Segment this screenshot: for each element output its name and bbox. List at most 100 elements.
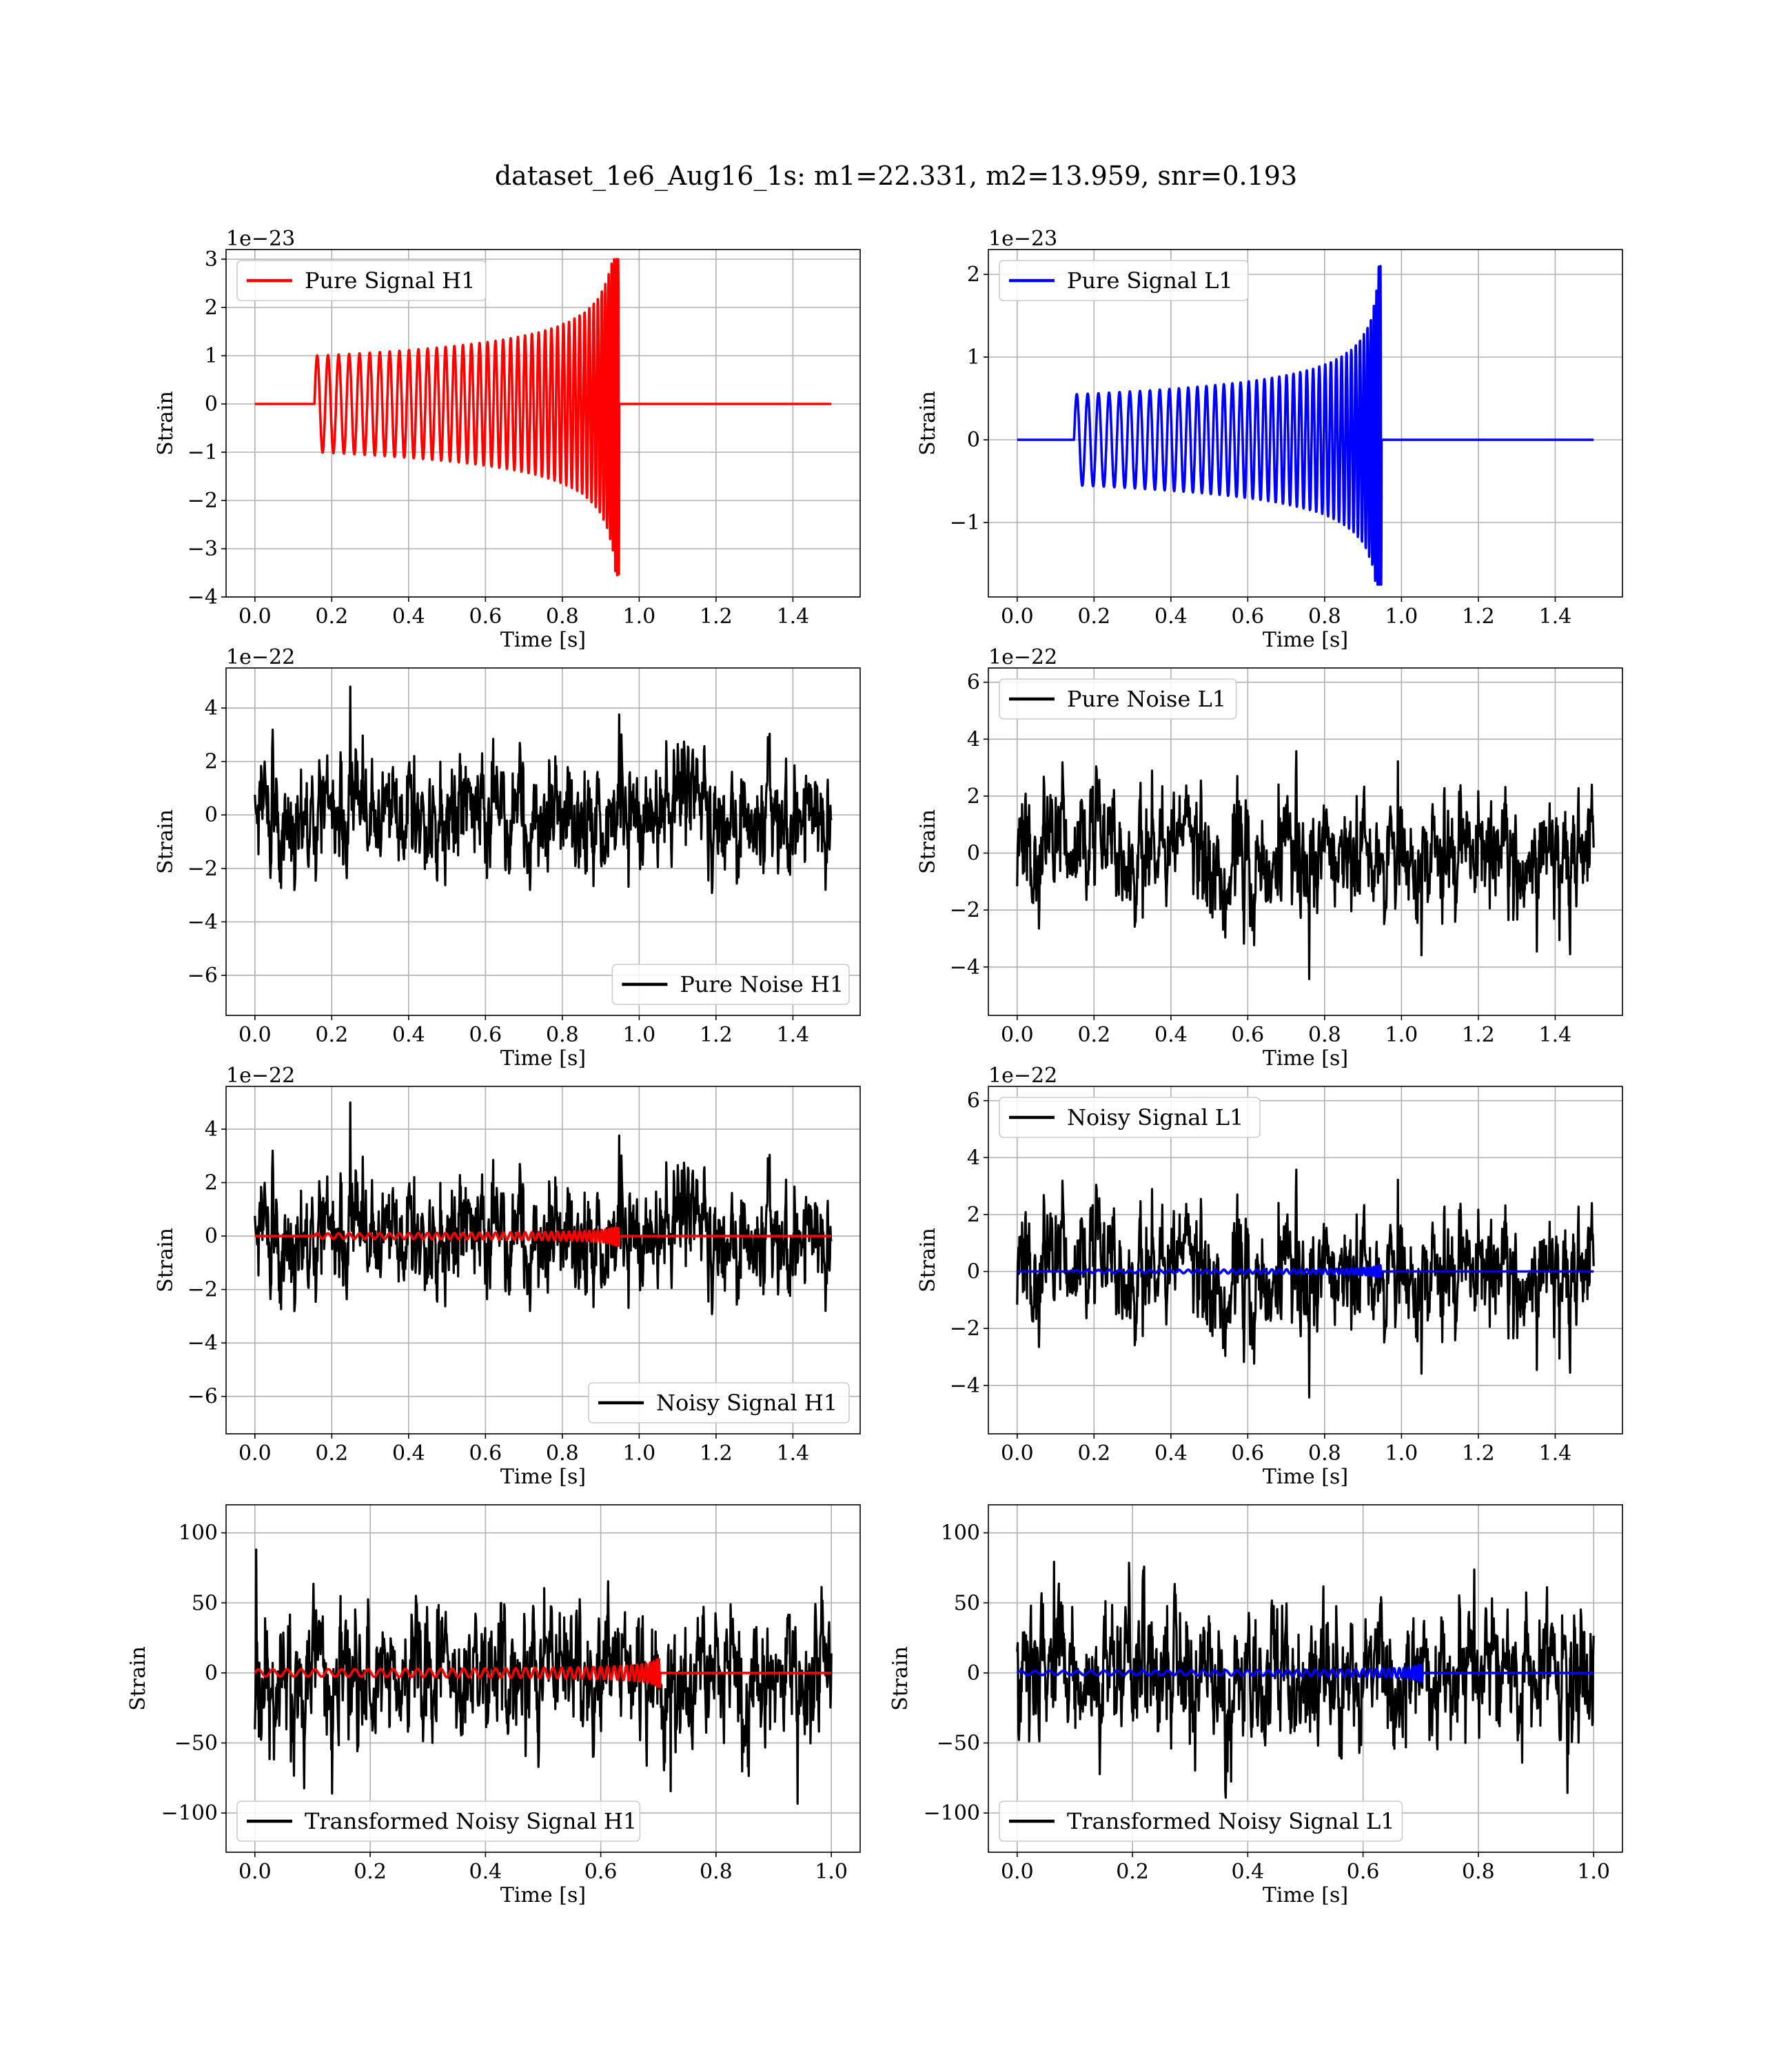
- y-tick-label: 4: [205, 696, 218, 720]
- x-tick-label: 0.6: [469, 1441, 502, 1466]
- y-axis-label: Strain: [154, 809, 178, 874]
- series-line-0: [254, 685, 833, 894]
- legend: Noisy Signal L1: [999, 1097, 1261, 1138]
- y-tick-label: 4: [967, 1146, 980, 1170]
- y-tick-label: 0: [967, 428, 980, 452]
- plot-area: [254, 1101, 833, 1315]
- subplot-noisy-signal-h1: 0.0 0.2 0.4 0.6 0.8 1.0 1.2 1.4 −6 −4 −2 0 2 4 Time [s…: [154, 1064, 861, 1489]
- subplot-grid: 0.0 0.2 0.4 0.6 0.8 1.0 1.2 1.4 −4 −3 −2 −1 0 1 2 3 Time…: [126, 227, 1623, 1907]
- y-offset-label: 1e−23: [988, 227, 1057, 251]
- series-line-1: [254, 1226, 833, 1247]
- y-axis-label: Strain: [154, 1228, 178, 1292]
- legend-box: [236, 260, 487, 301]
- x-axis-label: Time [s]: [500, 1046, 586, 1071]
- x-tick-label: 0.4: [392, 605, 425, 629]
- y-tick-label: −1: [187, 440, 218, 465]
- x-tick-label: 0.4: [1232, 1860, 1265, 1884]
- x-tick-label: 0.2: [1116, 1860, 1149, 1884]
- x-tick-label: 0.0: [238, 1023, 272, 1047]
- x-tick-label: 0.8: [700, 1860, 733, 1884]
- y-axis-label: Strain: [888, 1646, 913, 1711]
- plot-area: [1016, 1561, 1595, 1799]
- y-tick-label: 0: [205, 1224, 218, 1248]
- axes-frame: [225, 249, 861, 598]
- x-tick-label: 0.8: [1308, 605, 1341, 629]
- y-tick-label: 0: [205, 392, 218, 416]
- subplot-transformed-noisy-signal-h1: 0.0 0.2 0.4 0.6 0.8 1.0 −100 −50 0 50 100 Time [s] S…: [126, 1504, 861, 1907]
- x-tick-label: 0.0: [1001, 1441, 1034, 1466]
- series-line-0: [1016, 1168, 1595, 1399]
- x-tick-label: 0.2: [315, 1441, 348, 1466]
- y-tick-label: −6: [187, 964, 218, 988]
- legend-box: [999, 1097, 1261, 1138]
- y-tick-label: −4: [187, 910, 218, 934]
- y-axis-label: Strain: [916, 391, 940, 456]
- legend-label: Noisy Signal L1: [1067, 1104, 1244, 1131]
- x-tick-label: 0.8: [546, 1023, 579, 1047]
- x-tick-label: 0.0: [238, 1441, 272, 1466]
- plot-area: [254, 258, 833, 577]
- y-tick-label: 1: [205, 344, 218, 368]
- x-tick-label: 0.2: [1077, 605, 1110, 629]
- legend-box: [999, 678, 1237, 720]
- x-tick-label: 0.8: [1308, 1441, 1341, 1466]
- axes-frame: [225, 667, 861, 1016]
- x-tick-label: 0.8: [546, 605, 579, 629]
- y-tick-label: −100: [924, 1801, 980, 1825]
- y-tick-label: 1: [967, 345, 980, 369]
- x-tick-label: 1.0: [815, 1860, 848, 1884]
- x-tick-label: 1.2: [1462, 605, 1495, 629]
- x-tick-label: 0.6: [1232, 1441, 1265, 1466]
- x-axis-label: Time [s]: [1263, 1465, 1348, 1489]
- series-line-1: [1016, 1663, 1595, 1683]
- legend-box: [999, 260, 1249, 301]
- y-tick-label: 6: [967, 1089, 980, 1113]
- x-tick-label: 0.4: [392, 1023, 425, 1047]
- legend: Pure Signal L1: [999, 260, 1249, 301]
- x-tick-label: 0.4: [469, 1860, 502, 1884]
- x-tick-label: 1.0: [1385, 1441, 1418, 1466]
- y-tick-label: 0: [205, 1661, 218, 1685]
- series-line-1: [254, 1658, 833, 1688]
- x-tick-label: 0.6: [584, 1860, 618, 1884]
- axes-frame: [988, 1504, 1623, 1853]
- x-tick-label: 1.2: [1462, 1023, 1495, 1047]
- y-offset-label: 1e−22: [988, 1064, 1057, 1088]
- y-offset-label: 1e−22: [988, 645, 1057, 669]
- x-tick-label: 0.8: [1462, 1860, 1495, 1884]
- subplot-transformed-noisy-signal-l1: 0.0 0.2 0.4 0.6 0.8 1.0 −100 −50 0 50 100 Time [s] S…: [888, 1504, 1623, 1907]
- y-tick-label: 0: [967, 1661, 980, 1685]
- y-tick-label: −50: [174, 1731, 218, 1755]
- subplot-pure-signal-h1: 0.0 0.2 0.4 0.6 0.8 1.0 1.2 1.4 −4 −3 −2 −1 0 1 2 3 Time…: [154, 227, 861, 652]
- y-tick-label: 2: [967, 784, 980, 809]
- y-offset-label: 1e−22: [226, 645, 295, 669]
- y-tick-label: 100: [941, 1521, 980, 1545]
- subplot-noisy-signal-l1: 0.0 0.2 0.4 0.6 0.8 1.0 1.2 1.4 −4 −2 0 2 4 6 Time [s]…: [916, 1064, 1623, 1489]
- legend-label: Pure Signal H1: [305, 267, 476, 294]
- y-tick-label: 6: [967, 671, 980, 695]
- plot-area: [1016, 265, 1595, 586]
- x-tick-label: 1.4: [1539, 1441, 1572, 1466]
- y-tick-label: −2: [950, 898, 980, 922]
- y-tick-label: −1: [950, 511, 980, 535]
- x-tick-label: 0.2: [1077, 1441, 1110, 1466]
- y-tick-label: 0: [967, 842, 980, 866]
- subplot-pure-noise-l1: 0.0 0.2 0.4 0.6 0.8 1.0 1.2 1.4 −4 −2 0 2 4 6 Time [s]…: [916, 645, 1623, 1071]
- y-tick-label: 2: [967, 263, 980, 287]
- y-tick-label: 2: [205, 296, 218, 320]
- y-offset-label: 1e−22: [226, 1064, 295, 1088]
- y-axis-label: Strain: [126, 1646, 150, 1711]
- y-tick-label: −2: [950, 1317, 980, 1341]
- x-tick-label: 0.6: [469, 605, 502, 629]
- x-tick-label: 1.4: [777, 1441, 810, 1466]
- y-tick-label: −2: [187, 857, 218, 881]
- legend-label: Transformed Noisy Signal L1: [1067, 1808, 1395, 1834]
- y-tick-label: 3: [205, 247, 218, 272]
- y-tick-label: 2: [205, 750, 218, 774]
- x-axis-label: Time [s]: [500, 1465, 586, 1489]
- y-tick-label: −4: [950, 1374, 980, 1398]
- legend-box: [999, 1801, 1403, 1842]
- x-tick-label: 1.0: [1577, 1860, 1610, 1884]
- legend: Pure Noise L1: [999, 678, 1237, 720]
